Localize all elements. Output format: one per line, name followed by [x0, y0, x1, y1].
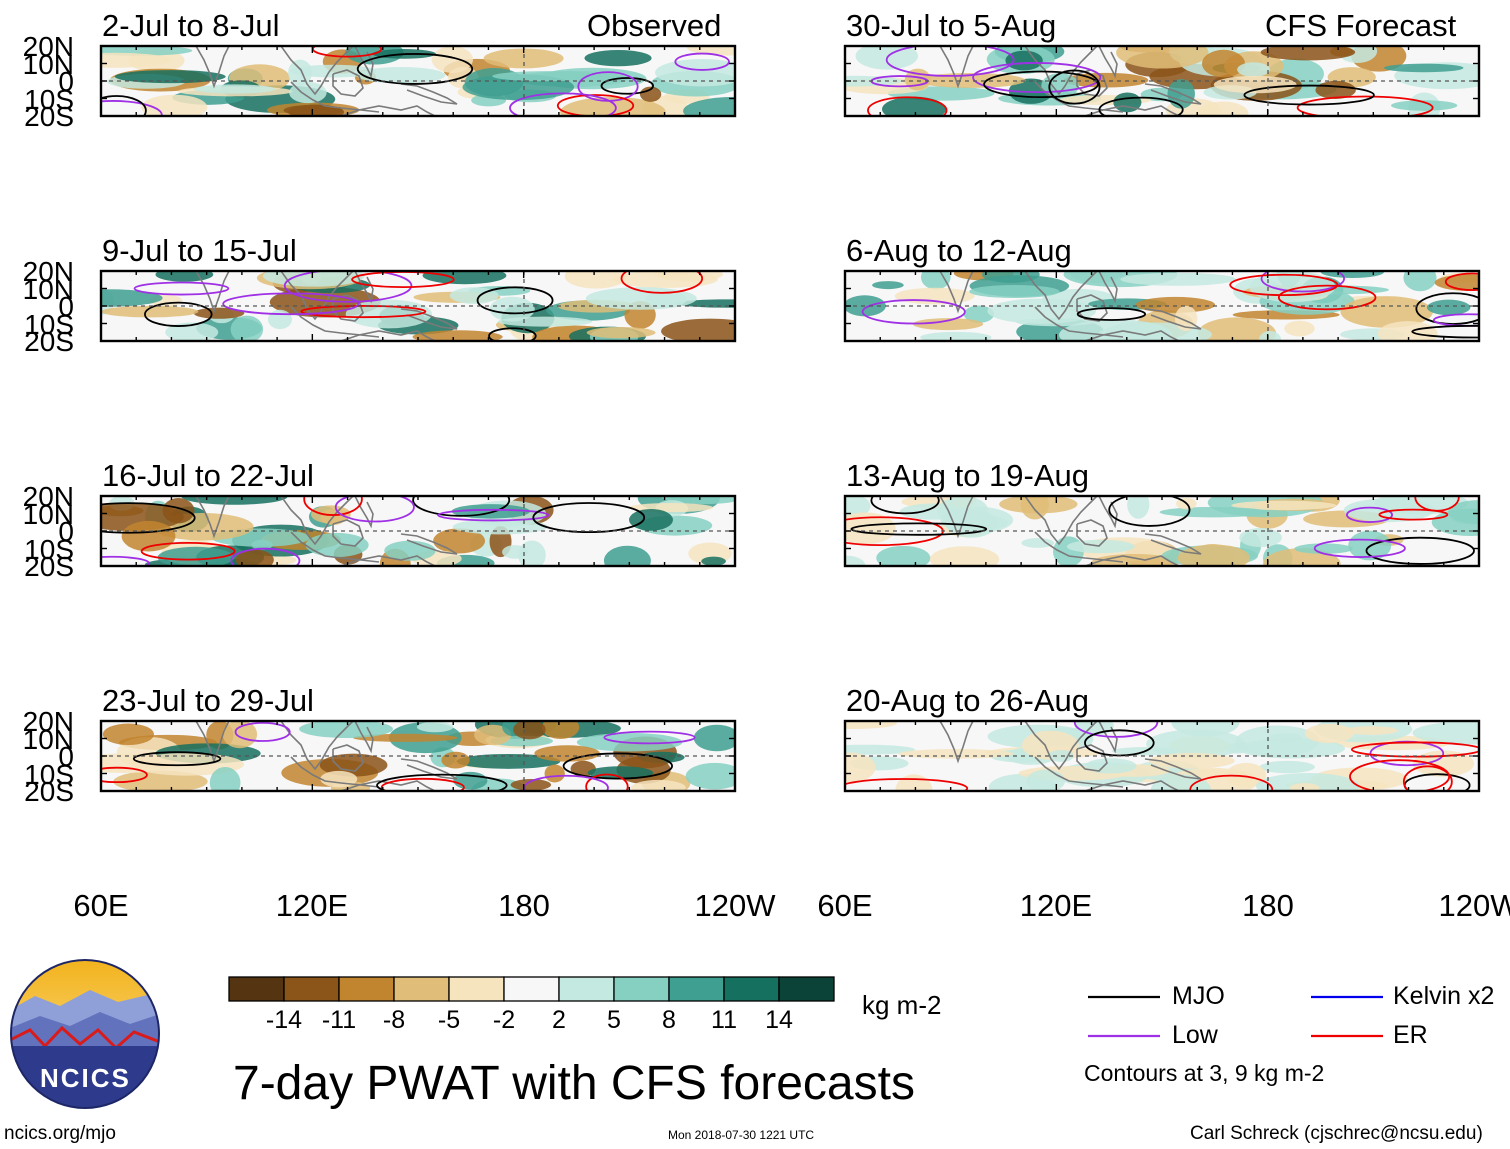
legend-label-er: ER: [1393, 1021, 1428, 1049]
legend: [1088, 995, 1383, 1038]
colorbar-swatch: [228, 976, 285, 1002]
lat-label: 10S: [24, 533, 74, 565]
lon-label: 60E: [817, 888, 873, 923]
legend-label-low: Low: [1172, 1021, 1218, 1049]
observed-panel-2-title: 9-Jul to 15-Jul: [102, 233, 297, 268]
forecast-map-panel-2: [843, 269, 1481, 343]
observed-panel-4-title: 23-Jul to 29-Jul: [102, 683, 314, 718]
lat-label: 0: [58, 66, 74, 97]
lat-label: 0: [58, 741, 74, 772]
colorbar-tick: 2: [552, 1006, 566, 1034]
observed-panel-3-title: 16-Jul to 22-Jul: [102, 458, 314, 493]
legend-label-kelvin: Kelvin x2: [1393, 982, 1495, 1010]
contour-note: Contours at 3, 9 kg m-2: [1084, 1060, 1325, 1086]
footer-timestamp: Mon 2018-07-30 1221 UTC: [668, 1128, 815, 1142]
logo-text: NCICS: [40, 1063, 131, 1093]
colorbar-tick: -5: [437, 1006, 461, 1034]
ncics-logo: [10, 959, 160, 1109]
lat-label: 10N: [22, 273, 74, 305]
colorbar-tick: 8: [662, 1006, 676, 1034]
lat-label: 20S: [24, 551, 74, 582]
forecast-map-panel-1: [843, 44, 1481, 118]
lat-label: 10N: [22, 48, 74, 80]
colorbar-tick: -2: [492, 1006, 516, 1034]
lon-label: 120W: [694, 888, 776, 923]
legend-label-mjo: MJO: [1172, 982, 1225, 1010]
lat-label: 10S: [24, 83, 74, 115]
colorbar-tick: -8: [382, 1006, 406, 1034]
lon-label: 180: [498, 888, 550, 923]
lat-label: 20N: [22, 481, 74, 512]
lon-label: 180: [1242, 888, 1294, 923]
forecast-map-panel-4: [843, 719, 1481, 793]
colorbar-swatch: [393, 976, 450, 1002]
colorbar-tick: 14: [765, 1006, 793, 1034]
colorbar-tick: -11: [321, 1006, 357, 1034]
observed-map-panel-1: [99, 44, 737, 118]
observed-map-panel-4: [99, 719, 737, 793]
forecast-map-panel-3: [843, 494, 1481, 568]
lat-label: 10S: [24, 308, 74, 340]
forecast-panel-3-title: 13-Aug to 19-Aug: [846, 458, 1090, 493]
observed-map-panel-3: [99, 494, 737, 568]
observed-panel-1-title: 2-Jul to 8-Jul: [102, 8, 280, 43]
lon-label: 120E: [275, 888, 349, 923]
colorbar-swatch: [503, 976, 560, 1002]
lat-label: 20S: [24, 101, 74, 132]
lat-label: 10S: [24, 758, 74, 790]
lat-label: 10N: [22, 498, 74, 530]
figure-title: 7-day PWAT with CFS forecasts: [233, 1057, 915, 1110]
footer-author: Carl Schreck (cjschrec@ncsu.edu): [1190, 1123, 1483, 1144]
colorbar-swatch: [338, 976, 395, 1002]
footer-url: ncics.org/mjo: [4, 1123, 116, 1144]
colorbar-swatch: [283, 976, 340, 1002]
colorbar-swatch: [558, 976, 615, 1002]
forecast-panel-2-title: 6-Aug to 12-Aug: [846, 233, 1072, 268]
lon-label: 120E: [1019, 888, 1093, 923]
lat-label: 20N: [22, 706, 74, 737]
forecast-panel-4-title: 20-Aug to 26-Aug: [846, 683, 1090, 718]
lat-label: 0: [58, 291, 74, 322]
observed-header: Observed: [587, 8, 722, 43]
observed-map-panel-2: [99, 269, 737, 343]
colorbar-units: kg m-2: [862, 990, 942, 1020]
colorbar-swatch: [448, 976, 505, 1002]
lat-label: 20S: [24, 776, 74, 807]
colorbar-swatch: [613, 976, 670, 1002]
colorbar: [228, 976, 835, 1002]
lon-label: 120W: [1438, 888, 1510, 923]
lat-label: 20S: [24, 326, 74, 357]
lat-label: 0: [58, 516, 74, 547]
colorbar-tick: 5: [607, 1006, 621, 1034]
lat-label: 20N: [22, 256, 74, 287]
colorbar-tick: -14: [265, 1006, 303, 1034]
colorbar-swatch: [778, 976, 835, 1002]
lat-label: 10N: [22, 723, 74, 755]
lon-label: 60E: [73, 888, 129, 923]
lat-label: 20N: [22, 31, 74, 62]
colorbar-swatch: [668, 976, 725, 1002]
forecast-panel-1-title: 30-Jul to 5-Aug: [846, 8, 1057, 43]
colorbar-swatch: [723, 976, 780, 1002]
colorbar-tick: 11: [711, 1006, 737, 1034]
forecast-header: CFS Forecast: [1265, 8, 1457, 43]
